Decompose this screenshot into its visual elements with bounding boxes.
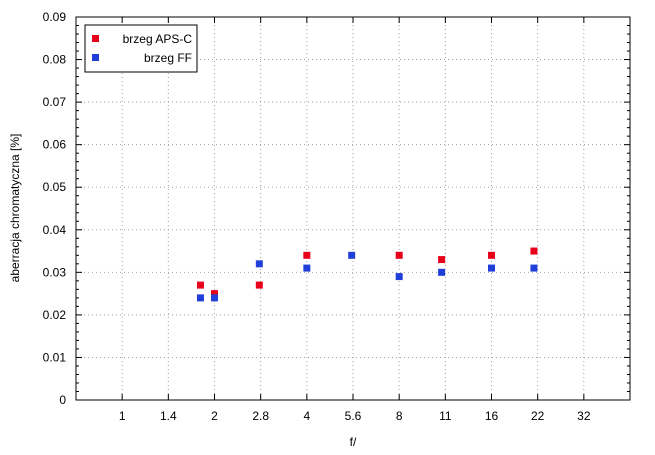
y-tick-labels: 0 0.01 0.02 0.03 0.04 0.05 0.06 0.07 0.08 0.09	[43, 10, 67, 407]
point-ff	[488, 264, 496, 272]
plot-frame	[75, 16, 631, 401]
y-tick-label: 0.06	[43, 138, 67, 152]
point-ff	[438, 268, 446, 276]
point-aps-c	[395, 251, 403, 259]
legend: brzeg APS-C brzeg FF	[84, 24, 198, 73]
x-tick-label: 11	[439, 409, 452, 423]
point-aps-c	[438, 256, 446, 264]
x-tick-labels: 1 1.4 2 2.8 4 5.6 8 11 16 22 32	[119, 409, 591, 423]
y-tick-label: 0.01	[43, 350, 67, 364]
point-ff	[255, 260, 263, 268]
point-aps-c	[303, 251, 311, 259]
x-tick-label: 5.6	[345, 409, 362, 423]
x-tick-label: 16	[485, 409, 499, 423]
x-tick-label: 32	[577, 409, 591, 423]
point-ff	[395, 273, 403, 281]
legend-label-ff: brzeg FF	[144, 51, 192, 65]
point-aps-c	[488, 251, 496, 259]
ticks	[76, 16, 630, 401]
point-ff	[211, 294, 219, 302]
legend-label-aps-c: brzeg APS-C	[123, 32, 193, 46]
point-aps-c	[211, 290, 219, 298]
legend-marker-ff	[92, 54, 99, 61]
grid	[76, 17, 630, 400]
y-tick-label: 0.08	[43, 53, 67, 67]
data-points	[196, 247, 538, 302]
y-tick-label: 0.05	[43, 180, 67, 194]
point-ff	[348, 251, 356, 259]
y-tick-label: 0.09	[43, 10, 67, 24]
y-axis-title: aberracja chromatyczna [%]	[8, 134, 22, 283]
x-tick-label: 2	[211, 409, 218, 423]
y-tick-label: 0.03	[43, 265, 67, 279]
x-tick-label: 1.4	[160, 409, 177, 423]
y-tick-label: 0.07	[43, 95, 67, 109]
point-aps-c	[196, 281, 204, 289]
x-tick-label: 8	[396, 409, 403, 423]
x-tick-label: 4	[303, 409, 310, 423]
point-ff	[530, 264, 538, 272]
point-aps-c	[255, 281, 263, 289]
x-tick-label: 22	[531, 409, 545, 423]
point-ff	[196, 294, 204, 302]
y-tick-label: 0.04	[43, 223, 67, 237]
legend-marker-aps-c	[92, 35, 99, 42]
point-ff	[303, 264, 311, 272]
point-aps-c	[530, 247, 538, 255]
x-axis-title: f/	[350, 435, 357, 449]
legend-box	[84, 24, 198, 73]
x-tick-label: 1	[119, 409, 126, 423]
x-tick-label: 2.8	[252, 409, 269, 423]
y-tick-label: 0.02	[43, 308, 67, 322]
y-tick-label: 0	[59, 393, 66, 407]
